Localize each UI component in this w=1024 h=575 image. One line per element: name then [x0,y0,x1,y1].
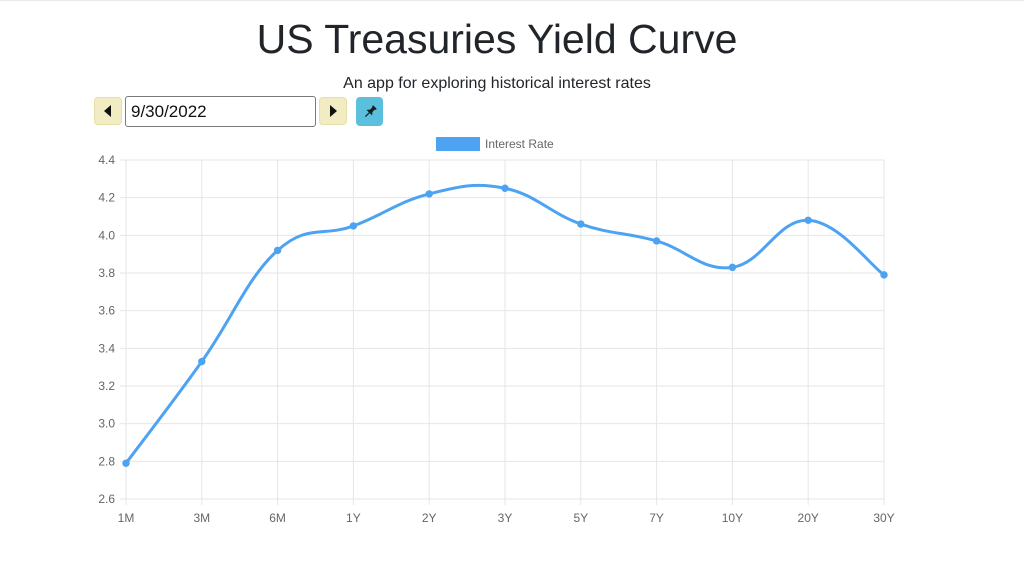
next-date-button[interactable] [319,97,347,125]
pin-button[interactable] [356,97,383,126]
x-tick-label: 1Y [346,511,361,525]
previous-date-button[interactable] [94,97,122,125]
x-tick-label: 30Y [873,511,894,525]
y-tick-label: 2.8 [98,454,115,468]
page-subtitle: An app for exploring historical interest… [343,75,651,92]
grid [120,159,885,505]
caret-left-icon [104,105,111,117]
data-point[interactable] [804,216,812,224]
date-input[interactable] [125,96,316,127]
y-tick-label: 3.8 [98,266,115,280]
x-tick-label: 3M [193,511,210,525]
x-tick-label: 10Y [722,511,743,525]
y-tick-label: 3.2 [98,379,115,393]
legend-swatch [436,137,480,151]
data-point[interactable] [273,246,282,255]
series-points [122,184,888,467]
yield-curve-chart: 2.6 2.8 3.0 3.2 3.4 3.6 3.8 4.0 4.2 4.4 1M 3M 6M 1Y 2Y… [0,130,1024,530]
axes: 2.6 2.8 3.0 3.2 3.4 3.6 3.8 4.0 4.2 4.4 1M 3M 6M 1Y 2Y… [98,153,894,525]
y-tick-label: 2.6 [98,492,115,506]
y-tick-label: 3.6 [98,304,115,318]
data-point[interactable] [425,190,433,198]
x-tick-label: 6M [269,511,286,525]
x-tick-label: 3Y [498,511,513,525]
y-tick-label: 4.2 [98,191,115,205]
top-divider [0,0,1024,1]
chart-canvas: 2.6 2.8 3.0 3.2 3.4 3.6 3.8 4.0 4.2 4.4 1M 3M 6M 1Y 2Y… [98,137,895,525]
x-tick-label: 7Y [649,511,664,525]
pushpin-icon [364,104,377,117]
x-tick-label: 20Y [798,511,819,525]
data-point[interactable] [122,459,130,467]
page-title: US Treasuries Yield Curve [256,16,738,62]
legend-label: Interest Rate [485,137,554,151]
data-point[interactable] [728,263,737,272]
caret-right-icon [330,105,337,117]
data-point[interactable] [198,357,206,366]
data-point[interactable] [349,222,358,230]
data-point[interactable] [652,237,661,245]
data-point[interactable] [577,220,585,228]
y-tick-label: 4.4 [98,153,115,167]
x-tick-label: 2Y [422,511,437,525]
y-tick-label: 3.4 [98,341,115,355]
legend[interactable]: Interest Rate [436,137,554,151]
data-point[interactable] [880,271,888,279]
y-tick-label: 4.0 [98,228,115,242]
x-tick-label: 5Y [573,511,588,525]
data-point[interactable] [501,184,509,192]
x-tick-label: 1M [118,511,135,525]
y-tick-label: 3.0 [98,417,115,431]
